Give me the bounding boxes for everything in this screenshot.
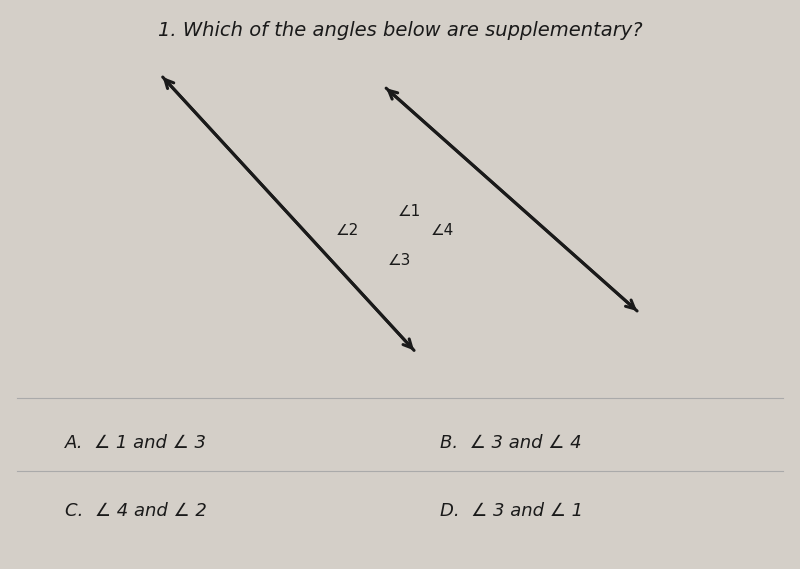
Text: ∠3: ∠3 (388, 253, 411, 269)
Text: A.  ∠ 1 and ∠ 3: A. ∠ 1 and ∠ 3 (65, 434, 207, 452)
Text: ∠1: ∠1 (398, 204, 421, 220)
Text: D.  ∠ 3 and ∠ 1: D. ∠ 3 and ∠ 1 (440, 502, 583, 520)
Text: ∠4: ∠4 (430, 223, 454, 238)
Text: B.  ∠ 3 and ∠ 4: B. ∠ 3 and ∠ 4 (440, 434, 582, 452)
Text: C.  ∠ 4 and ∠ 2: C. ∠ 4 and ∠ 2 (65, 502, 207, 520)
Text: 1. Which of the angles below are supplementary?: 1. Which of the angles below are supplem… (158, 21, 642, 40)
Text: ∠2: ∠2 (335, 223, 358, 238)
